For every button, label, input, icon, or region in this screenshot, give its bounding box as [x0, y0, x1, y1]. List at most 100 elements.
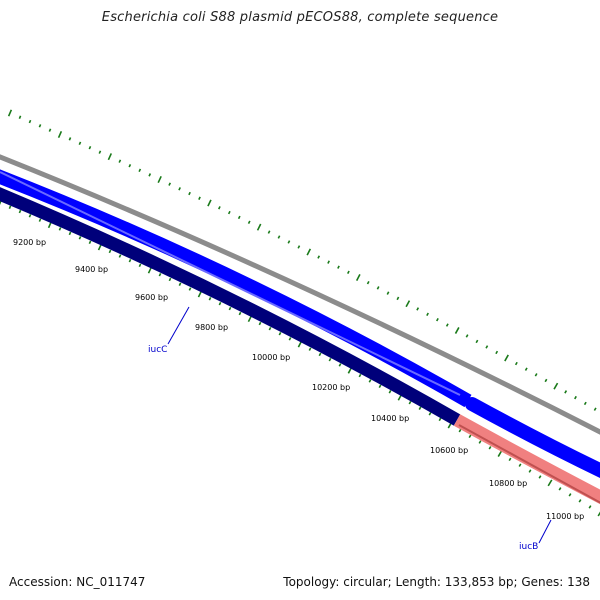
tick-label: 10000 bp [252, 353, 290, 362]
tick-mark [98, 150, 102, 154]
tick-mark [558, 487, 562, 491]
accession-text: Accession: NC_011747 [9, 575, 146, 589]
tick-mark [338, 363, 342, 367]
tick-mark [495, 350, 499, 355]
tick-mark [396, 296, 400, 301]
reverse-cds-iucB[interactable] [453, 414, 600, 505]
tick-mark [128, 164, 132, 168]
tick-mark [157, 175, 162, 184]
tick-mark [468, 434, 472, 439]
tick-mark [267, 230, 271, 234]
tick-mark [327, 260, 330, 264]
tick-mark [28, 119, 32, 124]
tick-mark [208, 297, 212, 301]
tick-mark [366, 280, 370, 285]
gene-leader-iucC [167, 306, 190, 345]
tick-mark [198, 196, 201, 200]
tick-mark [428, 412, 432, 416]
tick-mark [386, 291, 390, 295]
tick-mark [368, 379, 372, 383]
tick-mark [78, 141, 82, 145]
tick-mark [438, 417, 442, 422]
tick-mark [488, 446, 492, 450]
tick-mark [218, 301, 222, 306]
tick-mark [534, 373, 538, 377]
tick-mark [378, 384, 382, 389]
tick-mark [288, 337, 292, 341]
tick-mark [485, 345, 489, 349]
tick-mark [465, 334, 469, 338]
tick-mark [178, 282, 182, 286]
gene-leader-iucB [538, 519, 552, 544]
tick-label: 10600 bp [430, 446, 468, 455]
tick-mark [426, 312, 429, 317]
tick-mark [408, 401, 412, 405]
tick-mark [553, 382, 559, 390]
tick-mark [107, 153, 113, 161]
inner-tick-ring [0, 199, 600, 517]
tick-mark [68, 231, 72, 236]
gene-label-iucC[interactable]: iucC [148, 345, 167, 355]
tick-mark [564, 390, 568, 394]
tick-mark [188, 191, 191, 196]
tick-mark [405, 300, 411, 308]
gene-label-iucB[interactable]: iucB [519, 542, 538, 552]
tick-mark [118, 254, 122, 258]
tick-mark [544, 378, 548, 383]
tick-mark [238, 311, 242, 316]
tick-mark [38, 218, 42, 222]
reverse-cds-iucC[interactable] [0, 187, 461, 426]
tick-mark [436, 317, 439, 322]
tick-mark [568, 493, 572, 497]
tick-mark [518, 463, 522, 467]
tick-mark [268, 326, 272, 331]
tick-mark [308, 347, 312, 351]
tick-mark [158, 273, 162, 277]
map-title: Escherichia coli S88 plasmid pECOS88, co… [101, 10, 499, 25]
tick-mark [578, 499, 582, 503]
tick-mark [227, 210, 231, 215]
tick-mark [478, 440, 482, 444]
tick-mark [388, 390, 392, 394]
tick-mark [28, 214, 32, 218]
tick-mark [317, 255, 321, 259]
tick-mark [108, 249, 112, 254]
backbone-line [0, 154, 600, 435]
tick-mark [306, 248, 312, 256]
tick-label: 9400 bp [75, 265, 108, 274]
tick-mark [528, 469, 532, 473]
tick-mark [547, 479, 553, 487]
tick-mark [328, 357, 332, 362]
tick-mark [256, 223, 262, 231]
tick-mark [178, 187, 181, 191]
tick-mark [297, 245, 301, 249]
forward-cds-segment-1[interactable] [0, 169, 472, 408]
tick-mark [188, 287, 192, 291]
tick-mark [277, 235, 281, 239]
tick-mark [18, 115, 22, 119]
tick-mark [475, 339, 479, 344]
tick-mark [524, 367, 528, 371]
tick-mark [48, 128, 52, 132]
tick-mark [278, 332, 282, 336]
tick-mark [88, 146, 92, 150]
tick-mark [88, 240, 92, 245]
tick-mark [514, 361, 518, 366]
tick-mark [358, 373, 362, 378]
tick-label: 10400 bp [371, 414, 409, 423]
tick-mark [504, 354, 509, 362]
tick-label: 10800 bp [489, 479, 527, 488]
tick-mark [458, 428, 462, 433]
tick-mark [583, 401, 587, 406]
reverse-cds-iucB-edge [458, 424, 600, 504]
tick-mark [416, 307, 420, 311]
tick-mark [7, 109, 13, 117]
tick-mark [168, 277, 172, 282]
tick-mark [78, 236, 82, 240]
forward-cds-segment-2[interactable] [465, 397, 600, 478]
tick-mark [118, 159, 122, 163]
tick-label: 9800 bp [195, 323, 228, 332]
tick-mark [574, 395, 577, 400]
tick-mark [148, 173, 152, 177]
